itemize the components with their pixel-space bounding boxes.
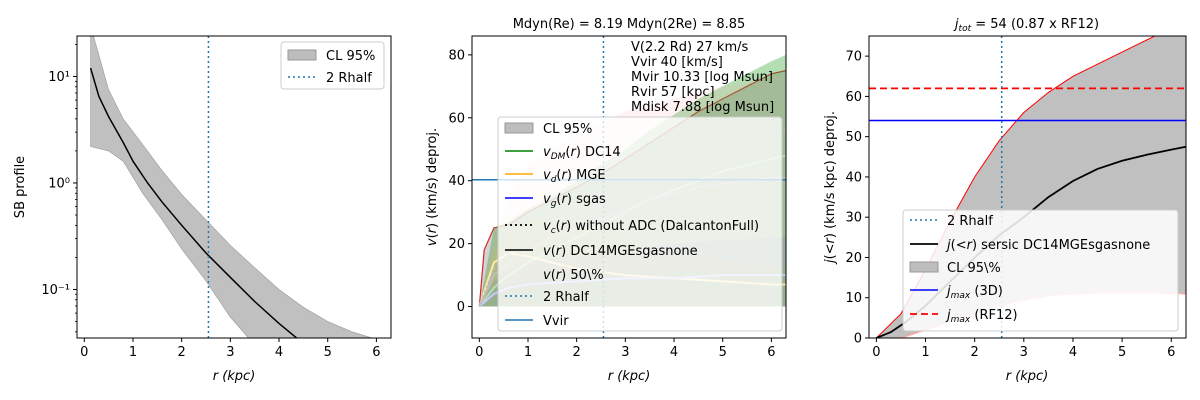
annotations: V(2.2 Rd) 27 km/s Vvir 40 [km/s] Mvir 10… [631,40,774,115]
legend-label-jmax3d: jmax (3D) [945,284,1003,301]
y-axis-label: j(<r) (km/s kpc) deproj. [823,111,838,265]
x-tick-label: 0 [475,345,483,360]
y-tick-label: 0 [457,300,465,315]
y-tick-label: 40 [448,174,465,189]
x-tick-label: 2 [971,345,979,360]
y-tick-label: 30 [845,211,862,226]
x-tick-label: 6 [767,345,775,360]
legend-label-rhalf: 2 Rhalf [543,290,589,305]
panel-title: Mdyn(Re) = 8.19 Mdyn(2Re) = 8.85 [513,17,746,32]
y-tick-label: 60 [845,90,862,105]
legend-label-jmaxrf12: jmax (RF12) [945,308,1018,325]
y-tick-label: 80 [448,48,465,63]
x-tick-label: 6 [1167,345,1175,360]
legend-swatch-cl95 [504,122,534,134]
x-tick-label: 1 [524,345,532,360]
y-tick-label: 40 [845,170,862,185]
y-tick-label: 60 [448,111,465,126]
y-tick-label: 0 [854,332,862,347]
legend-label-vvir: Vvir [543,314,569,329]
x-tick-label: 1 [129,345,137,360]
sb-profile-line [89,67,298,338]
x-ticks: 0 1 2 3 4 5 6 [872,338,1175,360]
annotation-rvir: Rvir 57 [kpc] [631,85,715,100]
x-tick-label: 3 [621,345,629,360]
x-tick-label: 5 [324,345,332,360]
x-tick-label: 0 [872,345,880,360]
legend-label-rhalf: 2 Rhalf [947,214,993,229]
legend-label-vc: vc(r) without ADC (DalcantonFull) [543,219,759,236]
y-tick-label: 20 [448,237,465,252]
y-tick-label: 50 [845,130,862,145]
x-ticks: 0 1 2 3 4 5 6 [475,338,776,360]
x-axis-label: r (kpc) [1006,369,1049,384]
x-tick-label: 3 [1020,345,1028,360]
legend-label-cl95: CL 95\% [947,261,1001,276]
y-tick-label: 70 [845,50,862,65]
x-tick-label: 5 [719,345,727,360]
annotation-v22: V(2.2 Rd) 27 km/s [631,40,749,55]
x-tick-label: 4 [1069,345,1077,360]
x-ticks: 0 1 2 3 4 5 6 [80,338,381,360]
legend-label-mge: vd(r) MGE [543,168,606,185]
legend-label-j: j(<r) sersic DC14MGEsgasnone [945,238,1150,253]
axes-frame [868,35,1187,339]
panel-velocity: Mdyn(Re) = 8.19 Mdyn(2Re) = 8.85 0 1 2 3 4 5 6… [425,17,787,384]
x-axis-label: r (kpc) [608,369,651,384]
y-ticks: 0 20 40 60 80 [448,48,472,315]
x-tick-label: 5 [1118,345,1126,360]
x-tick-label: 6 [372,345,380,360]
legend: CL 95% 2 Rhalf [280,41,385,90]
x-tick-label: 4 [275,345,283,360]
x-tick-label: 1 [921,345,929,360]
annotation-vvir: Vvir 40 [km/s] [631,55,723,70]
y-axis-label: SB profile [13,156,28,218]
y-ticks: 10⁻¹ 10⁰ 10¹ [41,44,77,333]
x-tick-label: 4 [670,345,678,360]
y-tick-label: 20 [845,251,862,266]
annotation-mvir: Mvir 10.33 [log Msun] [631,70,773,85]
y-tick-label: 10⁻¹ [41,283,70,298]
legend: 2 Rhalf j(<r) sersic DC14MGEsgasnone CL … [902,209,1179,332]
x-tick-label: 0 [80,345,88,360]
x-axis-label: r (kpc) [213,369,256,384]
y-tick-label: 10 [845,291,862,306]
panel-angular-momentum: jtot = 54 (0.87 x RF12) 0 1 2 3 4 5 6 0 10 20 30 4… [823,17,1187,384]
legend: CL 95% vDM(r) DC14 vd(r) MGE vg(r) sgas … [497,116,783,332]
x-tick-label: 2 [178,345,186,360]
axes-frame [471,35,787,339]
annotation-mdisk: Mdisk 7.88 [log Msun] [631,100,774,115]
legend-swatch-band [287,49,317,61]
panel-sb-profile: 0 1 2 3 4 5 6 10⁻¹ 10⁰ 10¹ r (kpc) SB profile CL… [13,35,392,384]
legend-label-cl95: CL 95% [326,49,375,64]
y-axis-label: v(r) (km/s) deproj. [425,128,440,246]
y-tick-label: 10¹ [48,70,70,85]
legend-label-cl95: CL 95% [543,122,592,137]
legend-label-gas: vg(r) sgas [543,192,606,209]
y-tick-label: 10⁰ [48,176,70,191]
legend-label-rhalf: 2 Rhalf [326,71,372,86]
panel-title: jtot = 54 (0.87 x RF12) [953,17,1099,34]
axes-frame [76,35,392,339]
x-tick-label: 2 [573,345,581,360]
legend-swatch-cl95 [909,261,939,273]
legend-label-v50: v(r) 50\% [543,268,604,283]
y-ticks: 0 10 20 30 40 50 60 70 [845,50,869,347]
x-tick-label: 3 [226,345,234,360]
legend-label-v: v(r) DC14MGEsgasnone [543,244,698,259]
